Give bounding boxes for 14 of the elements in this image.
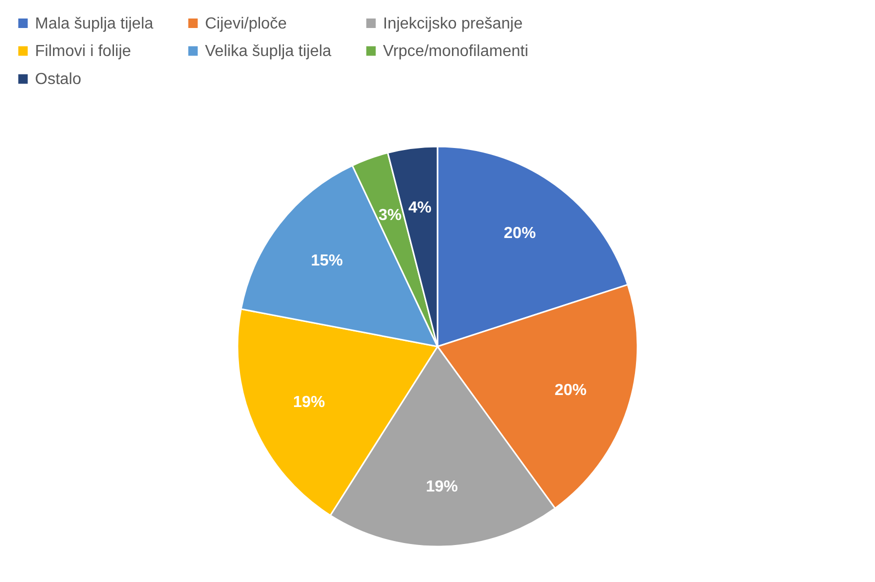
data-label: 19% (426, 478, 458, 496)
legend-label: Cijevi/ploče (205, 15, 287, 32)
legend-label: Injekcijsko prešanje (383, 15, 523, 32)
data-label: 3% (378, 206, 402, 224)
data-label: 15% (310, 252, 343, 270)
legend-label: Vrpce/monofilamenti (383, 43, 528, 60)
legend-label: Velika šuplja tijela (205, 43, 332, 60)
data-label: 20% (504, 225, 536, 242)
data-label: 4% (408, 200, 432, 217)
legend-label: Mala šuplja tijela (35, 15, 154, 32)
data-label: 19% (293, 394, 326, 412)
legend-label: Ostalo (35, 71, 82, 88)
legend-label: Filmovi i folije (35, 43, 132, 60)
data-label: 20% (554, 382, 587, 399)
